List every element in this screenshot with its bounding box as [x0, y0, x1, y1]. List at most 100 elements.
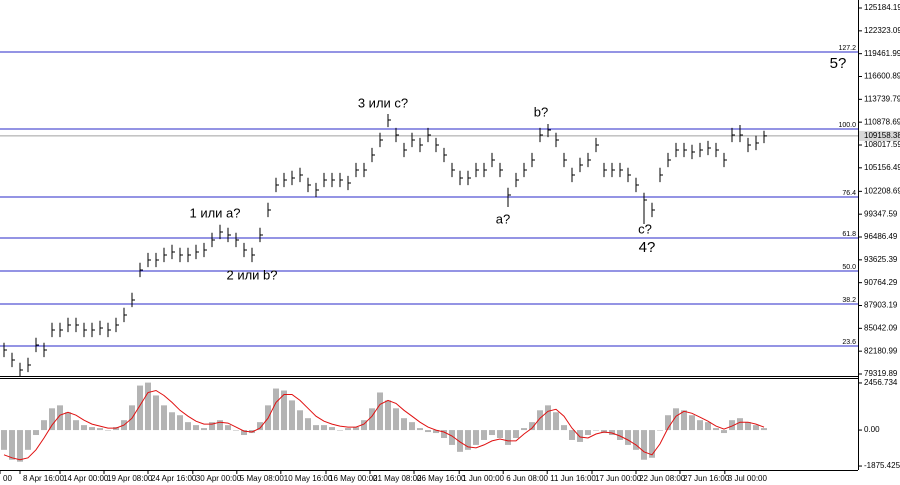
histogram-bar: [89, 427, 95, 431]
fib-level-label: 50.0: [842, 264, 856, 271]
histogram-bar: [57, 405, 63, 431]
histogram-bar: [9, 430, 15, 460]
histogram-bar: [681, 410, 687, 431]
histogram-bar: [753, 425, 759, 431]
histogram-bar: [441, 430, 447, 438]
y-tick-label: 99347.59: [864, 209, 898, 218]
histogram-bar: [17, 430, 23, 462]
histogram-bar: [393, 408, 399, 431]
y-tick-label: 125184.19: [864, 3, 900, 12]
histogram-bar: [673, 408, 679, 431]
histogram-bar: [689, 415, 695, 431]
histogram-bar: [217, 420, 223, 431]
histogram-bar: [529, 422, 535, 431]
histogram-bar: [321, 425, 327, 431]
y-tick-label: 113739.79: [864, 94, 900, 103]
histogram-bar: [97, 428, 103, 431]
histogram-bar: [577, 430, 583, 442]
y-tick-label: 90764.29: [864, 278, 898, 287]
histogram-bar: [241, 430, 247, 436]
histogram-bar: [585, 430, 591, 436]
histogram-bar: [713, 428, 719, 431]
x-tick-label: 5 May 08:00: [240, 474, 285, 483]
histogram-bar: [433, 430, 439, 434]
histogram-bar: [329, 427, 335, 431]
histogram-bar: [409, 422, 415, 431]
histogram-bar: [449, 430, 455, 445]
histogram-bar: [233, 430, 239, 431]
fib-level-label: 61.8: [842, 231, 856, 238]
price-panel: 125184.19 122323.09 119461.99 116600.89 1137…: [0, 3, 900, 378]
histogram-bar: [305, 418, 311, 431]
histogram-bar: [593, 430, 599, 431]
x-tick-label: 14 Apr 00:00: [63, 474, 109, 483]
wave-label: 1 или a?: [189, 205, 240, 220]
histogram-bar: [313, 425, 319, 431]
x-tick-label: 11 Jun 16:00: [550, 474, 596, 483]
fib-level-label: 38.2: [842, 297, 856, 304]
wave-label: b?: [534, 104, 548, 119]
wave-label: 2 или b?: [226, 267, 277, 282]
histogram-bar: [281, 390, 287, 431]
histogram-bar: [185, 422, 191, 431]
histogram-bar: [161, 405, 167, 431]
wave-label: 3 или c?: [358, 95, 408, 110]
fib-level-label: 100.0: [838, 122, 856, 129]
wave-label: 4?: [639, 239, 656, 256]
y-tick-label: 116600.89: [864, 72, 900, 81]
histogram-bar: [337, 430, 343, 431]
histogram-bar: [425, 430, 431, 433]
histogram-bar: [761, 428, 767, 431]
last-price-label: 109158.38: [864, 131, 900, 140]
histogram-bar: [361, 420, 367, 431]
x-tick-label: 27 Jun 16:00: [683, 474, 730, 483]
y-tick-label: 93625.39: [864, 255, 898, 264]
wave-label: a?: [496, 211, 510, 226]
y-tick-label: 82180.99: [864, 346, 898, 355]
histogram-bar: [25, 430, 31, 450]
histogram-bar: [513, 430, 519, 438]
x-tick-label: 8 Apr 16:00: [23, 474, 64, 483]
fib-level-label: 127.2: [838, 45, 856, 52]
histogram-bar: [649, 430, 655, 458]
histogram-bar: [481, 430, 487, 440]
histogram-bar: [65, 412, 71, 431]
y-tick-label: 108017.59: [864, 140, 900, 149]
y-tick-label: 85042.09: [864, 323, 898, 332]
y-tick-label: 122323.09: [864, 26, 900, 35]
x-tick-label: 26 May 16:00: [417, 474, 466, 483]
x-tick-label: 30 Apr 00:00: [196, 474, 242, 483]
x-tick-label: 00: [3, 474, 12, 483]
histogram-bar: [49, 408, 55, 431]
x-tick-label: 1 Jun 00:00: [462, 474, 504, 483]
histogram-bar: [633, 430, 639, 450]
histogram-bar: [1, 430, 7, 450]
histogram-bar: [257, 422, 263, 431]
histogram-bar: [105, 430, 111, 431]
histogram-bar: [193, 425, 199, 431]
histogram-bar: [401, 418, 407, 431]
histogram-bar: [209, 422, 215, 431]
histogram-bar: [201, 428, 207, 431]
x-tick-label: 6 Jun 08:00: [506, 474, 548, 483]
y-tick-label: 102208.69: [864, 186, 900, 195]
histogram-bar: [537, 410, 543, 431]
y-tick-label: 79319.89: [864, 369, 898, 378]
histogram-bar: [353, 427, 359, 431]
y-tick-label: 110878.69: [864, 117, 900, 126]
y-tick-label: 119461.99: [864, 49, 900, 58]
histogram-bar: [745, 422, 751, 431]
y-tick-label: 105156.49: [864, 163, 900, 172]
histogram-bar: [81, 425, 87, 431]
histogram-bar: [625, 430, 631, 445]
histogram-bar: [153, 395, 159, 431]
histogram-bar: [41, 420, 47, 431]
indicator-panel: 2456.734 0.00 -1875.425: [1, 378, 900, 470]
wave-label: c?: [638, 221, 652, 236]
histogram-bar: [417, 428, 423, 431]
x-tick-label: 24 Apr 16:00: [151, 474, 197, 483]
y-tick-label: 96486.49: [864, 232, 898, 241]
histogram-bar: [641, 430, 647, 460]
histogram-bar: [569, 430, 575, 440]
